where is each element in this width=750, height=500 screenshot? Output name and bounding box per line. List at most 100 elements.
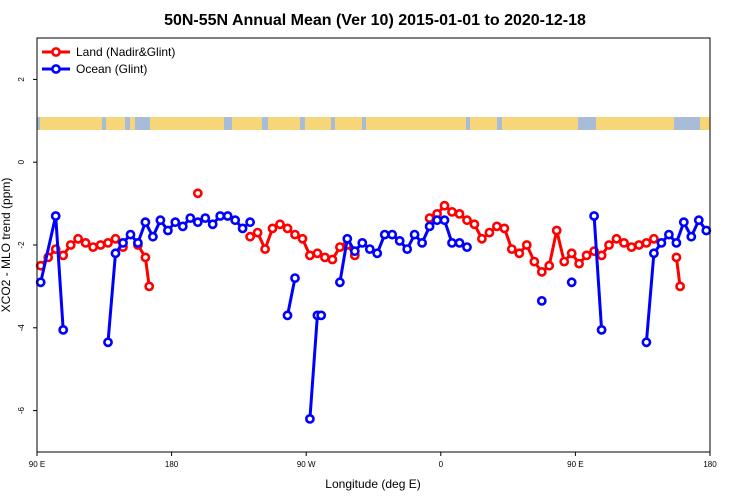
data-point-ocean-32	[364, 244, 375, 254]
x-axis: 90 E 180 90 W 0 90 E 180	[29, 452, 717, 469]
x-tick-label-5: 180	[703, 460, 717, 469]
data-point-ocean-44	[454, 237, 465, 248]
legend-label-land: Land (Nadir&Glint)	[76, 45, 175, 59]
x-tick-label-1: 180	[165, 460, 179, 469]
data-point-ocean-34	[379, 229, 390, 240]
data-point-land-34	[447, 206, 457, 217]
data-point-land-18	[260, 244, 270, 254]
map-strip	[37, 117, 710, 130]
map-strip-ocean-5	[262, 117, 268, 130]
data-point-ocean-5	[118, 237, 128, 248]
data-point-land-63	[675, 281, 685, 292]
x-axis-label: Longitude (deg E)	[325, 477, 420, 491]
map-strip-ocean-9	[466, 117, 470, 130]
data-point-ocean-8	[140, 217, 151, 228]
data-point-ocean-55	[678, 217, 689, 228]
series-line-ocean-2	[286, 277, 297, 316]
map-strip-ocean-10	[497, 117, 502, 130]
data-point-land-37	[469, 219, 480, 230]
data-point-ocean-51	[649, 248, 659, 259]
data-point-land-17	[252, 227, 263, 238]
data-point-ocean-3	[103, 337, 113, 348]
map-strip-ocean-0	[37, 117, 40, 130]
data-point-land-48	[551, 225, 562, 236]
y-tick-label-0: 2	[17, 77, 26, 82]
data-point-land-36	[462, 215, 472, 226]
data-point-land-61	[649, 233, 659, 244]
data-point-ocean-37	[402, 244, 413, 254]
data-point-ocean-10	[155, 215, 166, 226]
legend-label-ocean: Ocean (Glint)	[76, 62, 147, 76]
data-point-ocean-38	[409, 229, 420, 240]
map-strip-ocean-6	[300, 117, 305, 130]
data-point-land-33	[439, 200, 450, 211]
data-point-ocean-53	[664, 229, 674, 240]
data-point-ocean-11	[162, 225, 173, 236]
data-point-ocean-58	[701, 225, 712, 236]
data-point-ocean-33	[372, 248, 383, 259]
data-point-land-31	[424, 213, 435, 223]
data-point-land-16	[245, 231, 255, 242]
data-point-ocean-12	[170, 217, 181, 228]
data-point-land-41	[499, 223, 510, 234]
data-point-ocean-31	[357, 237, 368, 248]
data-point-land-22	[290, 229, 300, 240]
x-tick-label-0: 90 E	[29, 460, 45, 469]
plot-frame	[36, 37, 711, 453]
data-point-ocean-4	[110, 248, 121, 259]
map-strip-ocean-12	[674, 117, 700, 130]
map-strip-ocean-4	[224, 117, 232, 130]
data-point-ocean-36	[394, 235, 405, 246]
data-point-land-62	[671, 252, 682, 263]
data-point-land-25	[312, 248, 323, 259]
data-point-land-21	[282, 223, 293, 234]
data-point-ocean-22	[245, 217, 255, 228]
data-point-land-60	[641, 237, 652, 248]
series-ocean	[35, 211, 712, 424]
series-layer	[35, 188, 712, 424]
x-tick-label-3: 0	[439, 460, 444, 469]
data-point-land-4	[65, 240, 76, 250]
series-line-ocean-0	[39, 214, 65, 330]
data-point-ocean-45	[462, 242, 472, 252]
y-axis: 2 0 -2 -4 -6	[17, 77, 37, 414]
data-point-ocean-29	[342, 233, 353, 244]
legend-marker-ocean	[51, 64, 61, 74]
data-point-land-27	[327, 254, 338, 265]
legend-entry-ocean: Ocean (Glint)	[42, 62, 147, 76]
data-point-ocean-13	[177, 221, 188, 232]
map-strip-land	[37, 117, 710, 130]
legend-marker-land	[51, 47, 61, 57]
data-point-land-9	[103, 237, 113, 248]
data-point-ocean-16	[200, 213, 211, 223]
data-point-land-23	[297, 233, 308, 244]
data-point-land-46	[536, 266, 547, 277]
map-strip-ocean-7	[331, 117, 335, 130]
data-point-land-3	[58, 250, 69, 261]
series-line-ocean-7	[592, 215, 604, 330]
data-point-land-19	[267, 223, 278, 234]
data-point-land-10	[110, 233, 121, 244]
data-point-land-54	[596, 250, 607, 261]
data-point-land-39	[484, 227, 495, 238]
data-point-ocean-23	[282, 310, 293, 321]
data-point-ocean-1	[50, 211, 61, 221]
data-point-ocean-43	[447, 237, 457, 248]
data-point-ocean-56	[686, 231, 697, 242]
map-strip-ocean-3	[135, 117, 150, 130]
data-point-ocean-28	[334, 277, 345, 288]
y-tick-label-1: 0	[17, 159, 26, 164]
series-line-ocean-3	[308, 313, 322, 420]
data-point-land-26	[319, 252, 330, 263]
data-point-ocean-7	[132, 237, 143, 248]
data-point-land-52	[581, 250, 592, 261]
data-point-land-24	[304, 250, 315, 261]
data-point-land-49	[559, 256, 570, 267]
data-point-ocean-6	[125, 229, 136, 240]
data-point-ocean-48	[589, 211, 599, 221]
data-point-ocean-25	[304, 413, 315, 424]
y-axis-label: XCO2 - MLO trend (ppm)	[0, 178, 13, 313]
data-point-ocean-35	[387, 229, 398, 240]
data-point-land-5	[73, 233, 83, 244]
x-tick-label-4: 90 E	[567, 460, 583, 469]
